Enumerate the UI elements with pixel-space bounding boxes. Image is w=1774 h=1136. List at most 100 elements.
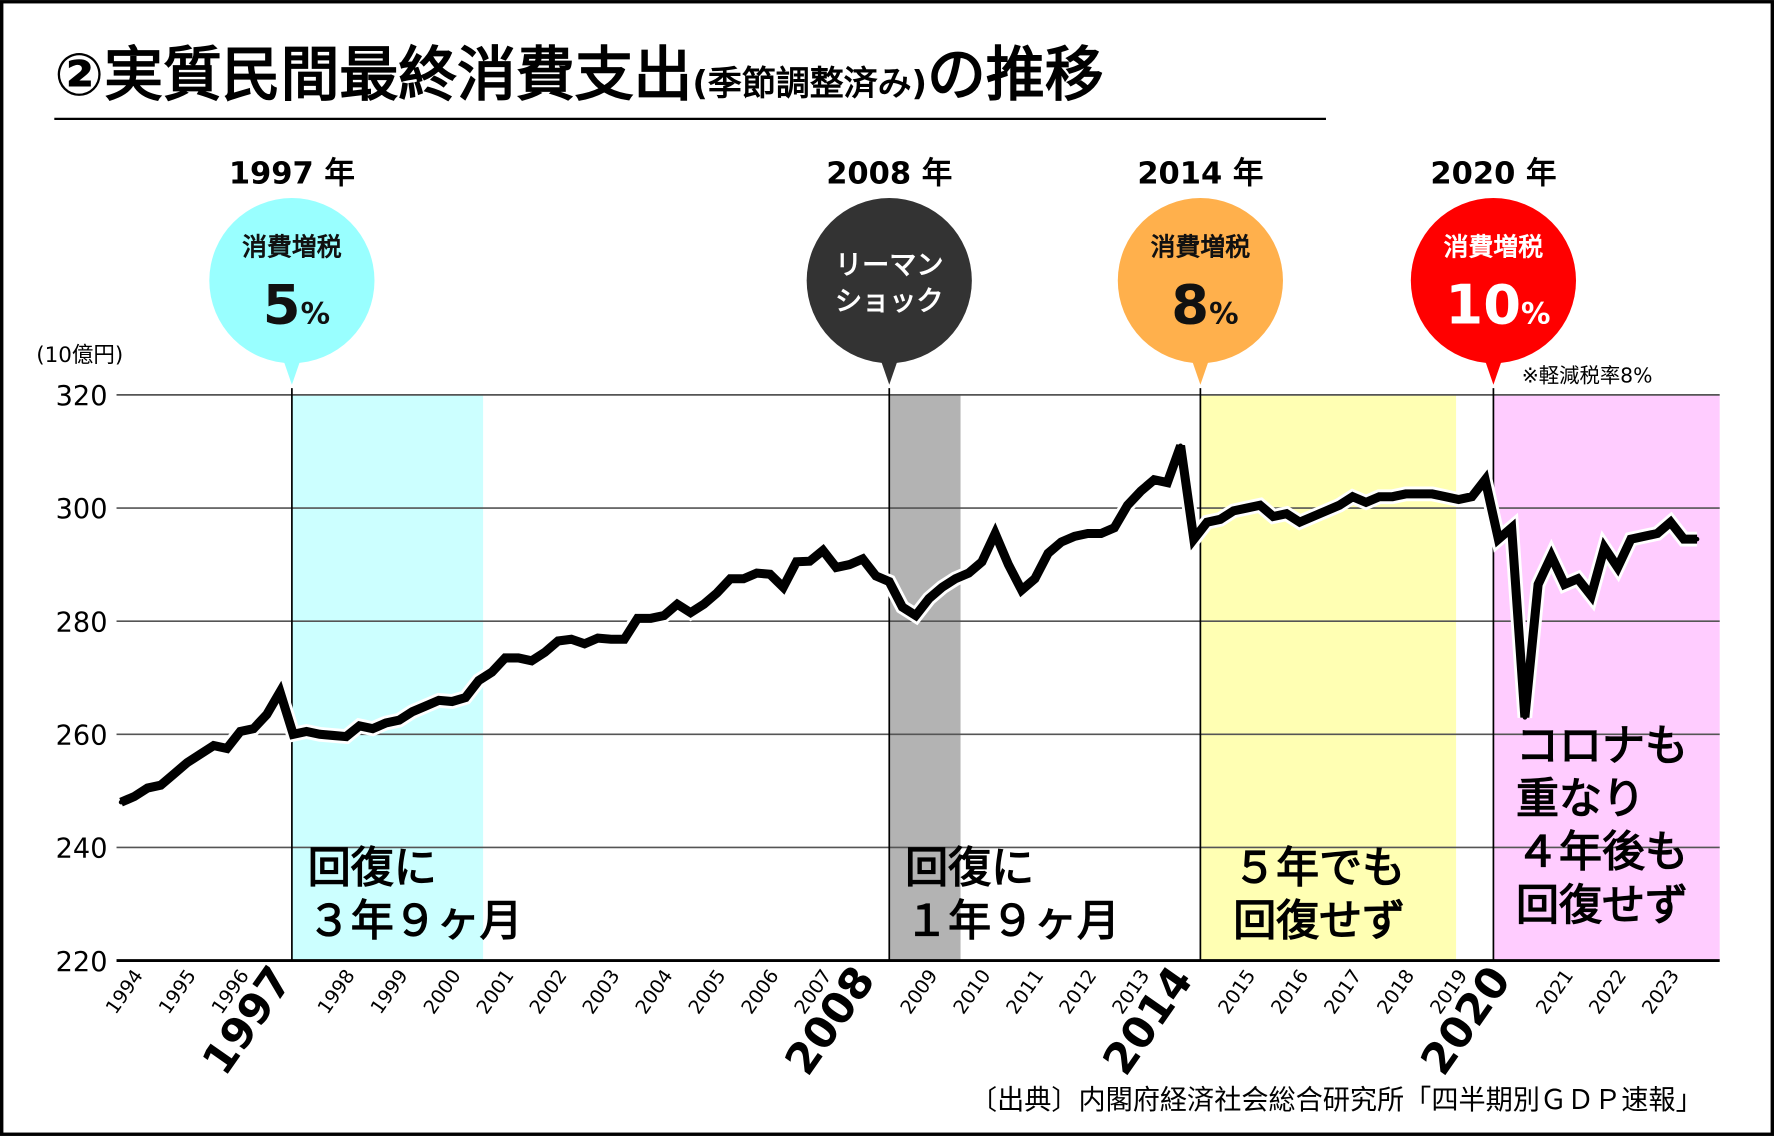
band-annotation-line: ５年でも	[1233, 844, 1405, 894]
data-point	[900, 604, 905, 610]
data-point	[979, 559, 985, 565]
source-note: 〔出典〕内閣府経済社会総合研究所「四半期別ＧＤＰ速報」	[970, 1085, 1703, 1116]
data-point	[1641, 534, 1647, 539]
band-annotation-line: 重なり	[1516, 775, 1645, 825]
band-annotation-line: 回復に	[905, 844, 1034, 894]
data-point	[1350, 494, 1355, 499]
data-point	[1191, 536, 1197, 542]
data-point	[237, 729, 243, 734]
data-point	[1496, 536, 1501, 542]
title-paren: (季節調整済み)	[692, 64, 927, 104]
event-line1: リーマン	[835, 250, 944, 281]
data-point	[1575, 576, 1581, 582]
data-point	[1668, 519, 1673, 525]
shaded-band	[291, 394, 484, 961]
event-line2: ショック	[835, 286, 944, 317]
data-point	[1045, 551, 1051, 556]
data-point	[1628, 536, 1634, 542]
data-point	[1006, 562, 1011, 567]
data-point	[847, 562, 852, 567]
data-point	[648, 616, 654, 621]
data-point	[489, 669, 495, 675]
data-point	[1284, 511, 1289, 516]
data-point	[463, 695, 468, 700]
data-point	[1376, 494, 1382, 499]
data-point	[1112, 525, 1117, 531]
data-point	[608, 637, 614, 642]
data-point	[264, 712, 270, 717]
data-point	[1297, 519, 1303, 525]
data-point	[794, 559, 799, 565]
chart-title: ②実質民間最終消費支出(季節調整済み)の推移	[54, 40, 1103, 109]
data-point	[1549, 553, 1554, 559]
data-point	[1469, 494, 1475, 499]
data-point	[1615, 565, 1620, 570]
data-point	[1403, 491, 1408, 497]
event-year-label: 2014 年	[1137, 156, 1263, 191]
data-point	[953, 576, 958, 582]
data-point	[1588, 593, 1594, 598]
grid: 220 240 260 280 300 320	[56, 381, 1720, 978]
data-point	[1125, 502, 1130, 508]
data-point	[1443, 494, 1448, 499]
band-annotation-line: 回復せず	[1233, 897, 1405, 947]
data-point	[1602, 545, 1607, 550]
series	[118, 443, 1700, 809]
data-point	[330, 733, 336, 738]
data-point	[1655, 531, 1660, 536]
data-point	[171, 771, 177, 777]
data-point	[529, 658, 534, 664]
title-number: ②	[54, 40, 104, 109]
data-point	[449, 699, 455, 704]
data-point	[1257, 502, 1263, 508]
data-point	[251, 726, 256, 731]
data-point	[343, 734, 349, 739]
data-point	[1681, 536, 1687, 542]
event-rate: 5%	[263, 274, 330, 337]
data-point	[290, 732, 296, 737]
data-point	[833, 565, 839, 570]
data-point	[595, 635, 601, 641]
data-point	[661, 613, 667, 618]
data-point	[145, 785, 150, 791]
y-tick-label: 260	[56, 720, 108, 751]
data-point	[780, 584, 786, 590]
data-point	[370, 726, 375, 731]
data-point	[132, 794, 137, 799]
band-annotation-line: ４年後も	[1516, 828, 1688, 878]
data-point	[1694, 536, 1700, 542]
y-tick-label: 300	[56, 494, 108, 525]
data-point	[436, 698, 442, 703]
data-point	[516, 655, 521, 661]
data-point	[1509, 525, 1514, 531]
data-point	[1390, 494, 1395, 499]
data-point	[555, 638, 561, 644]
data-point	[1363, 500, 1369, 505]
data-point	[926, 596, 932, 601]
data-point	[622, 637, 627, 642]
data-point	[1151, 477, 1157, 483]
event-line1: 消費増税	[242, 233, 342, 262]
data-point	[913, 613, 918, 618]
band-annotation-line: 回復に	[308, 844, 437, 894]
band-annotation-line: ３年９ヶ月	[308, 897, 523, 947]
data-point	[714, 590, 720, 596]
data-point	[939, 584, 945, 590]
data-point	[410, 709, 415, 714]
band-annotation-line: 回復せず	[1516, 881, 1688, 931]
data-point	[1204, 519, 1210, 525]
data-point	[118, 799, 124, 805]
event-year-label: 2020 年	[1430, 156, 1556, 191]
bubble-circle	[1410, 198, 1577, 364]
title-main: 実質民間最終消費支出	[104, 40, 692, 109]
data-point	[1218, 517, 1223, 522]
data-point	[1098, 531, 1104, 536]
bubble-circle	[209, 198, 375, 364]
y-tick-label: 240	[56, 834, 108, 865]
event-rate-suffix: %	[1209, 297, 1238, 331]
data-point	[1456, 497, 1461, 502]
